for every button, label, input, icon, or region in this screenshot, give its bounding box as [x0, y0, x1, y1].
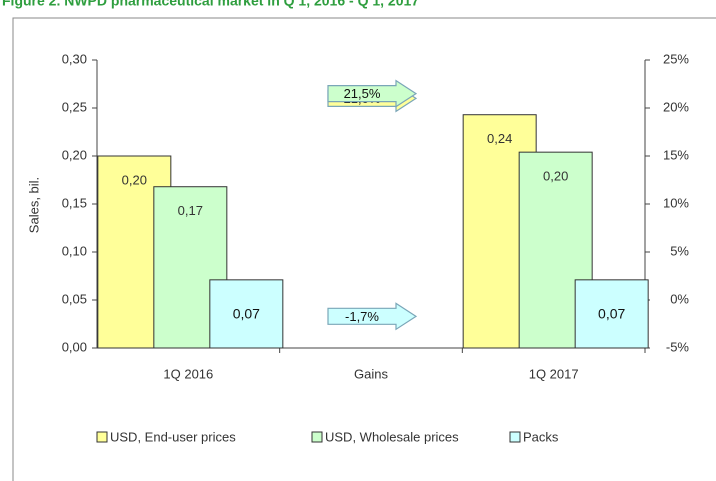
y2-tick-label: 0% [670, 291, 689, 306]
legend-label: USD, Wholesale prices [325, 429, 459, 444]
data-label: 0,20 [122, 172, 147, 187]
x-tick-label: Gains [354, 366, 388, 381]
legend-label: USD, End-user prices [110, 429, 236, 444]
x-tick-label: 1Q 2016 [163, 366, 213, 381]
bar [209, 279, 284, 349]
y-tick-label: 0,00 [62, 339, 87, 354]
y-axis-label: Sales, bil. [26, 177, 41, 233]
y-tick-label: 0,15 [62, 195, 87, 210]
y2-tick-label: 15% [663, 147, 689, 162]
gain-arrow [327, 79, 418, 108]
gain-label: 21,5% [344, 86, 381, 101]
data-label: 0,07 [233, 306, 260, 322]
y2-tick-label: 5% [670, 243, 689, 258]
data-label: 0,20 [543, 169, 568, 184]
y2-tick-label: -5% [666, 339, 690, 354]
y-tick-label: 0,25 [62, 99, 87, 114]
data-label: 0,07 [598, 306, 625, 322]
x-tick-label: 1Q 2017 [529, 366, 579, 381]
legend-swatch [311, 431, 323, 443]
y-tick-label: 0,30 [62, 51, 87, 66]
legend-swatch [96, 431, 108, 443]
chart-frame [12, 17, 716, 481]
data-label: 0,17 [178, 203, 203, 218]
y-tick-label: 0,05 [62, 291, 87, 306]
bar [574, 279, 649, 349]
y2-tick-label: 25% [663, 51, 689, 66]
gain-arrow [327, 302, 418, 331]
y-tick-label: 0,10 [62, 243, 87, 258]
legend-label: Packs [523, 429, 559, 444]
y2-tick-label: 10% [663, 195, 689, 210]
y-tick-label: 0,20 [62, 147, 87, 162]
y2-tick-label: 20% [663, 99, 689, 114]
gain-label: -1,7% [345, 309, 379, 324]
data-label: 0,24 [487, 131, 512, 146]
chart-title: Figure 2. NWPD pharmaceutical market in … [2, 0, 419, 9]
legend-swatch [509, 431, 521, 443]
